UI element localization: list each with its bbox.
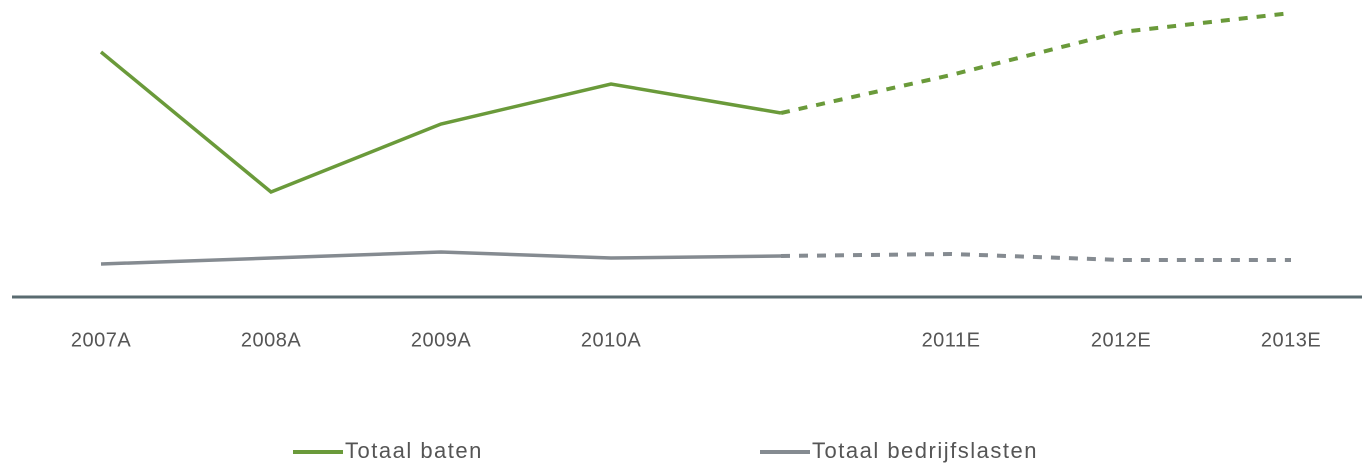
x-tick-label: 2007A (71, 329, 131, 351)
forecast-line (780, 251, 1291, 262)
legend-label: Totaal baten (345, 438, 483, 463)
forecast-line (780, 11, 1292, 115)
series-line (99, 50, 782, 195)
x-tick-label: 2012E (1091, 329, 1151, 351)
legend-label: Totaal bedrijfslasten (812, 438, 1038, 463)
x-tick-label: 2010A (581, 329, 641, 351)
x-tick-label: 2013E (1261, 329, 1321, 351)
x-tick-label: 2011E (922, 329, 981, 351)
x-tick-label: 2008A (241, 329, 301, 351)
series-line (100, 250, 782, 266)
x-tick-label: 2009A (411, 329, 471, 351)
